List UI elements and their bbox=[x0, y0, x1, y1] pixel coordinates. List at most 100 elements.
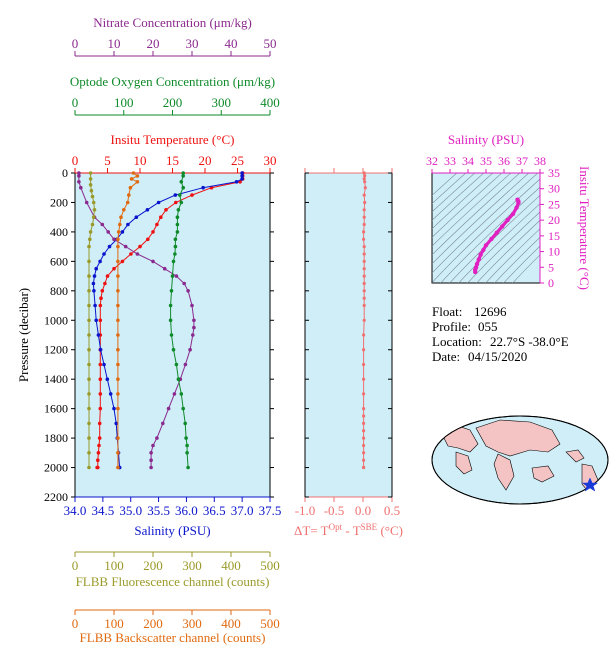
pressure-tick-label: 1400 bbox=[44, 372, 68, 386]
oxygen-tick-label: 400 bbox=[260, 95, 280, 110]
map-land bbox=[565, 449, 585, 463]
isopycnal-line bbox=[432, 178, 540, 283]
delta-point bbox=[362, 289, 366, 293]
temperature-point bbox=[190, 193, 194, 197]
oxygen-point bbox=[186, 465, 190, 470]
nitrate-point bbox=[172, 392, 177, 396]
world-map-panel bbox=[431, 415, 609, 505]
backscatter-tick-label: 500 bbox=[260, 616, 280, 631]
ts-y-tick-label: 35 bbox=[548, 166, 560, 180]
ts-x-tick-label: 32 bbox=[426, 154, 438, 168]
oxygen-point bbox=[174, 362, 179, 367]
backscatter-point bbox=[135, 180, 140, 184]
fluorescence-point bbox=[90, 222, 95, 227]
salinity-tick-label: 34.0 bbox=[64, 503, 87, 518]
temperature-point bbox=[98, 406, 103, 411]
nitrate-point bbox=[183, 362, 188, 367]
map-land bbox=[531, 465, 555, 483]
nitrate-point bbox=[151, 259, 155, 264]
ts-point bbox=[489, 236, 494, 242]
ts-y-axis-title: Insitu Temperature (°C) bbox=[577, 166, 592, 290]
temperature-point bbox=[96, 458, 100, 463]
nitrate-point bbox=[77, 171, 81, 175]
delta-point bbox=[363, 200, 367, 205]
fluorescence-point bbox=[87, 436, 91, 440]
isopycnal-line bbox=[432, 173, 467, 205]
fluorescence-point bbox=[87, 362, 91, 367]
oxygen-point bbox=[170, 274, 175, 278]
isopycnal-line bbox=[432, 173, 485, 221]
fluorescence-tick-label: 500 bbox=[260, 558, 280, 573]
delta-point bbox=[362, 193, 366, 197]
pressure-tick-label: 600 bbox=[50, 254, 68, 268]
salinity-point bbox=[98, 347, 103, 352]
delta-point bbox=[363, 186, 367, 190]
oxygen-point bbox=[168, 318, 173, 323]
ts-point bbox=[510, 211, 516, 217]
isopycnal-line bbox=[476, 219, 540, 283]
temperature-point bbox=[129, 252, 133, 256]
delta-axis-title: ΔT= TOpt - TSBE (°C) bbox=[294, 522, 403, 538]
ts-point bbox=[478, 252, 483, 257]
backscatter-point bbox=[116, 436, 120, 440]
isopycnal-line bbox=[432, 173, 512, 247]
ts-y-tick-label: 10 bbox=[548, 245, 560, 259]
temperature-point bbox=[103, 281, 107, 286]
float-location-star-icon bbox=[581, 477, 599, 492]
temperature-point bbox=[98, 377, 103, 382]
fluorescence-tick-label: 300 bbox=[182, 558, 202, 573]
isopycnal-line bbox=[494, 236, 540, 283]
delta-point bbox=[362, 237, 366, 241]
map-outline bbox=[431, 415, 609, 505]
pressure-tick-label: 1200 bbox=[44, 343, 68, 357]
salinity-point bbox=[102, 362, 106, 367]
delta-point bbox=[362, 222, 366, 227]
delta-point bbox=[362, 436, 366, 440]
pressure-tick-label: 800 bbox=[50, 284, 68, 298]
delta-tick-label: -0.5 bbox=[324, 503, 345, 518]
salinity-point bbox=[96, 333, 101, 337]
temperature-point bbox=[97, 421, 102, 426]
salinity-tick-label: 36.5 bbox=[203, 503, 226, 518]
location-label: Location: bbox=[432, 334, 482, 349]
oxygen-point bbox=[179, 200, 184, 205]
temperature-point bbox=[105, 274, 110, 278]
backscatter-point bbox=[116, 333, 120, 337]
nitrate-tick-label: 10 bbox=[108, 36, 121, 51]
isopycnal-line bbox=[432, 173, 458, 196]
backscatter-axis-title: FLBB Backscatter channel (counts) bbox=[80, 630, 266, 645]
profile-value: 055 bbox=[478, 319, 498, 334]
temperature-point bbox=[96, 451, 101, 455]
salinity-point bbox=[114, 421, 118, 426]
fluorescence-point bbox=[87, 303, 91, 308]
nitrate-point bbox=[123, 244, 128, 249]
fluorescence-point bbox=[88, 171, 93, 175]
nitrate-point bbox=[149, 451, 153, 455]
backscatter-point bbox=[128, 185, 133, 190]
salinity-point bbox=[94, 266, 98, 271]
delta-point bbox=[362, 267, 366, 271]
ts-x-tick-label: 33 bbox=[444, 154, 456, 168]
backscatter-point bbox=[127, 193, 131, 197]
pressure-tick-label: 0 bbox=[62, 166, 68, 180]
salinity-point bbox=[108, 392, 113, 396]
float-info: Float: 12696 Profile: 055 Location: 22.7… bbox=[432, 304, 569, 364]
isopycnal-line bbox=[458, 203, 540, 283]
oxygen-point bbox=[184, 436, 188, 440]
nitrate-point bbox=[162, 266, 167, 271]
ts-point bbox=[515, 197, 520, 202]
delta-point bbox=[362, 245, 366, 249]
fluorescence-point bbox=[87, 392, 91, 396]
nitrate-axis-title: Nitrate Concentration (μm/kg) bbox=[93, 15, 252, 30]
temperature-point bbox=[98, 362, 103, 367]
nitrate-point bbox=[186, 289, 190, 293]
delta-point bbox=[362, 392, 366, 396]
oxygen-point bbox=[183, 421, 187, 426]
ts-y-tick-label: 30 bbox=[548, 182, 560, 196]
date-label: Date: bbox=[432, 349, 460, 364]
temperature-point bbox=[120, 259, 125, 264]
nitrate-tick-label: 20 bbox=[147, 36, 160, 51]
salinity-tick-label: 35.5 bbox=[147, 503, 170, 518]
profile-panel: 0200400600800100012001400160018002000220… bbox=[16, 15, 281, 645]
delta-point bbox=[362, 208, 366, 212]
